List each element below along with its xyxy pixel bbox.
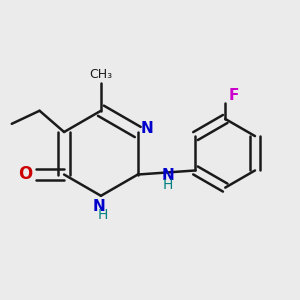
Text: N: N (162, 168, 175, 183)
Text: CH₃: CH₃ (90, 68, 113, 81)
Text: H: H (98, 208, 108, 222)
Text: H: H (163, 178, 173, 192)
Text: O: O (18, 165, 33, 183)
Text: N: N (93, 199, 106, 214)
Text: N: N (140, 121, 153, 136)
Text: F: F (228, 88, 239, 103)
